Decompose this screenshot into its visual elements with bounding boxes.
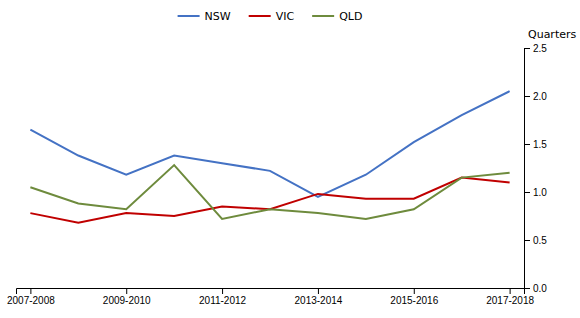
y-tick-label: 0.0 bbox=[533, 283, 547, 294]
y-axis-line bbox=[525, 49, 531, 289]
series-line bbox=[30, 165, 509, 219]
y-tick: 1.5 bbox=[524, 139, 547, 150]
y-tick-label: 1.0 bbox=[533, 187, 547, 198]
legend-label: VIC bbox=[276, 10, 295, 23]
legend-swatch bbox=[312, 15, 334, 17]
y-tick: 2.5 bbox=[524, 43, 547, 54]
x-tick: 2009-2010 bbox=[103, 288, 151, 306]
y-tick-mark bbox=[524, 240, 530, 241]
x-tick-mark bbox=[30, 288, 31, 294]
y-tick: 1.0 bbox=[524, 187, 547, 198]
y-tick-label: 2.0 bbox=[533, 91, 547, 102]
x-tick-label: 2011-2012 bbox=[199, 295, 247, 306]
y-tick-mark bbox=[524, 192, 530, 193]
legend-swatch bbox=[249, 15, 271, 17]
chart-container: 2007-2008 2009-2010 2011-2012 2013-2014 2015… bbox=[0, 0, 580, 318]
x-tick: 2007-2008 bbox=[7, 288, 55, 306]
plot-area: 2007-2008 2009-2010 2011-2012 2013-2014 2015… bbox=[7, 43, 547, 306]
legend: NSW VIC QLD bbox=[178, 10, 363, 23]
x-axis-line bbox=[17, 289, 525, 295]
y-tick: 0.5 bbox=[524, 235, 547, 246]
y-tick-mark bbox=[524, 48, 530, 49]
x-tick-mark bbox=[510, 288, 511, 294]
y-tick-label: 0.5 bbox=[533, 235, 547, 246]
x-tick: 2015-2016 bbox=[390, 288, 438, 306]
x-tick-mark bbox=[222, 288, 223, 294]
x-tick-label: 2017-2018 bbox=[486, 295, 534, 306]
y-tick: 0.0 bbox=[524, 283, 547, 294]
x-tick-label: 2015-2016 bbox=[390, 295, 438, 306]
y-axis: 0.0 0.5 1.0 1.5 2.0 2.5 bbox=[524, 43, 547, 294]
x-tick: 2013-2014 bbox=[295, 288, 343, 306]
x-tick-label: 2009-2010 bbox=[103, 295, 151, 306]
legend-item: QLD bbox=[312, 10, 362, 23]
y-tick-label: 1.5 bbox=[533, 139, 547, 150]
y-tick: 2.0 bbox=[524, 91, 547, 102]
legend-label: NSW bbox=[205, 10, 231, 23]
x-tick-mark bbox=[126, 288, 127, 294]
x-tick: 2011-2012 bbox=[199, 288, 247, 306]
lines bbox=[30, 91, 509, 223]
legend-item: NSW bbox=[178, 10, 231, 23]
x-tick-label: 2013-2014 bbox=[295, 295, 343, 306]
x-tick: 2017-2018 bbox=[486, 288, 534, 306]
series-line bbox=[30, 178, 509, 223]
legend-label: QLD bbox=[339, 10, 362, 23]
x-axis: 2007-2008 2009-2010 2011-2012 2013-2014 2015… bbox=[7, 288, 535, 306]
legend-swatch bbox=[178, 15, 200, 17]
chart-svg: 2007-2008 2009-2010 2011-2012 2013-2014 2015… bbox=[0, 0, 580, 318]
y-tick-mark bbox=[524, 96, 530, 97]
x-tick-label: 2007-2008 bbox=[7, 295, 55, 306]
x-tick-mark bbox=[318, 288, 319, 294]
legend-item: VIC bbox=[249, 10, 295, 23]
y-tick-mark bbox=[524, 288, 530, 289]
y-axis-label: Quarters bbox=[528, 28, 576, 41]
y-tick-label: 2.5 bbox=[533, 43, 547, 54]
x-tick-mark bbox=[414, 288, 415, 294]
y-tick-mark bbox=[524, 144, 530, 145]
series-line bbox=[30, 91, 509, 197]
